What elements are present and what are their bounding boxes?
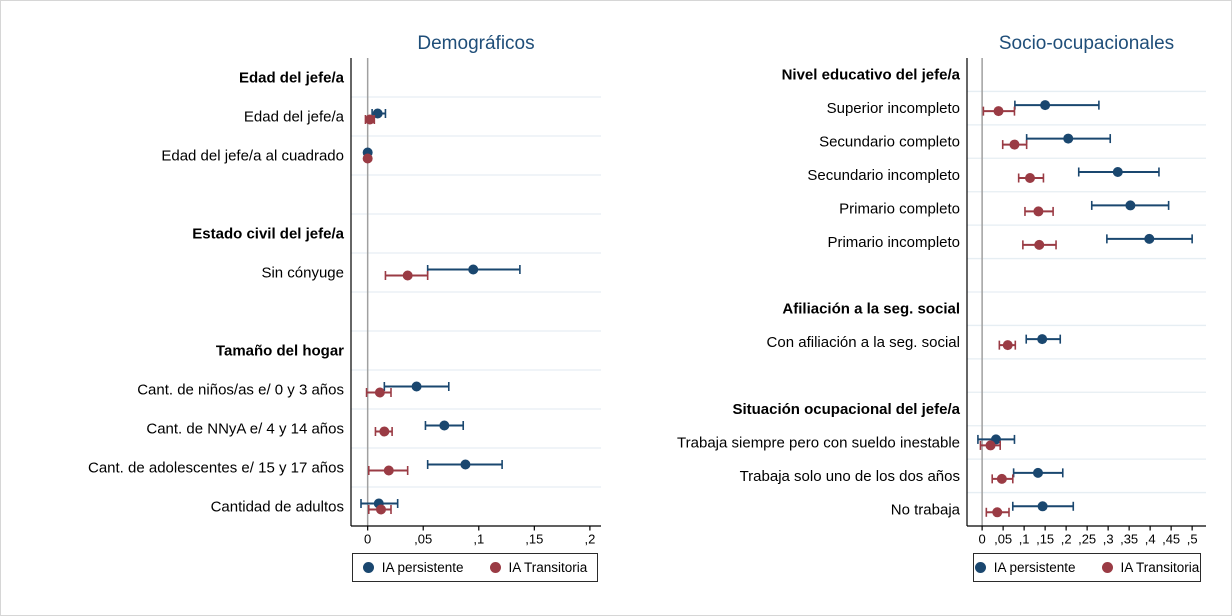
legend-demograficos: IA persistente IA Transitoria xyxy=(352,553,598,582)
legend-label-ia-transitoria: IA Transitoria xyxy=(508,560,588,575)
marker-persistente xyxy=(460,459,471,470)
marker-transitoria xyxy=(402,270,413,281)
x-tick-label: ,15 xyxy=(525,532,543,547)
x-tick-label: ,05 xyxy=(994,532,1012,547)
x-tick-label: ,05 xyxy=(414,532,432,547)
legend-entry-ia-transitoria: IA Transitoria xyxy=(489,560,588,575)
legend-socio-ocupacionales: IA persistente IA Transitoria xyxy=(973,553,1201,582)
marker-transitoria xyxy=(996,473,1007,484)
x-tick-label: ,1 xyxy=(473,532,484,547)
marker-persistente xyxy=(468,264,479,275)
x-tick-label: ,2 xyxy=(1061,532,1072,547)
marker-persistente xyxy=(1037,501,1048,512)
legend-label-ia-transitoria: IA Transitoria xyxy=(1120,560,1200,575)
marker-transitoria xyxy=(376,504,386,515)
marker-transitoria xyxy=(1002,340,1013,351)
row-label: Cantidad de adultos xyxy=(211,499,344,516)
row-label: Sin cónyuge xyxy=(261,265,344,282)
row-label: Cant. de niños/as e/ 0 y 3 años xyxy=(137,382,344,399)
panel-title-socio-ocupacionales: Socio-ocupacionales xyxy=(998,33,1175,54)
row-label: Trabaja siempre pero con sueldo inestabl… xyxy=(677,434,960,451)
legend-entry-ia-persistente: IA persistente xyxy=(974,560,1076,575)
section-header: Afiliación a la seg. social xyxy=(782,301,960,318)
x-tick-label: 0 xyxy=(364,532,371,547)
x-tick-label: ,4 xyxy=(1145,532,1156,547)
marker-transitoria xyxy=(379,426,390,437)
marker-persistente xyxy=(411,381,422,392)
row-label: Con afiliación a la seg. social xyxy=(767,334,960,351)
row-label: Edad del jefe/a al cuadrado xyxy=(161,148,344,165)
legend-marker-ia-persistente xyxy=(974,562,986,573)
marker-transitoria xyxy=(374,387,385,398)
x-tick-label: ,1 xyxy=(1019,532,1030,547)
row-label: Primario incompleto xyxy=(827,234,960,251)
legend-marker-ia-persistente xyxy=(362,562,374,573)
row-label: Superior incompleto xyxy=(827,100,960,117)
legend-entry-ia-persistente: IA persistente xyxy=(362,560,464,575)
marker-transitoria xyxy=(1009,139,1020,150)
marker-transitoria xyxy=(1025,173,1036,183)
marker-transitoria xyxy=(993,106,1004,117)
marker-persistente xyxy=(1040,100,1051,111)
legend-label-ia-persistente: IA persistente xyxy=(993,560,1076,575)
x-tick-label: ,25 xyxy=(1078,532,1096,547)
section-header: Estado civil del jefe/a xyxy=(192,226,344,243)
row-label: Secundario incompleto xyxy=(807,167,960,184)
x-tick-label: ,5 xyxy=(1187,532,1198,547)
legend-label-ia-persistente: IA persistente xyxy=(381,560,464,575)
row-label: No trabaja xyxy=(891,501,961,518)
legend-entry-ia-transitoria: IA Transitoria xyxy=(1101,560,1200,575)
marker-persistente xyxy=(1144,233,1155,244)
section-header: Situación ocupacional del jefe/a xyxy=(732,401,960,418)
row-label: Edad del jefe/a xyxy=(244,109,345,126)
marker-transitoria xyxy=(362,153,373,164)
marker-transitoria xyxy=(383,465,394,476)
section-header: Tamaño del hogar xyxy=(216,343,344,360)
marker-persistente xyxy=(1063,133,1074,144)
legend-marker-ia-transitoria xyxy=(1101,562,1113,573)
row-label: Trabaja solo uno de los dos años xyxy=(740,468,960,485)
x-tick-label: 0 xyxy=(979,532,986,547)
x-tick-label: ,15 xyxy=(1036,532,1054,547)
section-header: Nivel educativo del jefe/a xyxy=(782,67,961,84)
marker-transitoria xyxy=(1034,239,1045,250)
x-tick-label: ,3 xyxy=(1103,532,1114,547)
row-label: Cant. de NNyA e/ 4 y 14 años xyxy=(146,421,344,438)
panel-title-demograficos: Demográficos xyxy=(417,33,535,54)
marker-transitoria xyxy=(1033,206,1044,217)
row-label: Cant. de adolescentes e/ 15 y 17 años xyxy=(88,460,344,477)
x-tick-label: ,2 xyxy=(584,532,595,547)
row-label: Secundario completo xyxy=(819,134,960,151)
x-tick-label: ,45 xyxy=(1162,532,1180,547)
marker-transitoria xyxy=(992,507,1003,518)
marker-persistente xyxy=(1037,334,1048,345)
marker-persistente xyxy=(1112,167,1123,177)
x-tick-label: ,35 xyxy=(1120,532,1138,547)
marker-persistente xyxy=(439,420,450,431)
marker-persistente xyxy=(372,108,383,119)
marker-persistente xyxy=(1032,467,1043,478)
section-header: Edad del jefe/a xyxy=(239,70,345,87)
marker-persistente xyxy=(1125,200,1136,211)
legend-marker-ia-transitoria xyxy=(489,562,501,573)
row-label: Primario completo xyxy=(839,200,960,217)
marker-transitoria xyxy=(364,114,375,125)
marker-transitoria xyxy=(985,440,996,451)
